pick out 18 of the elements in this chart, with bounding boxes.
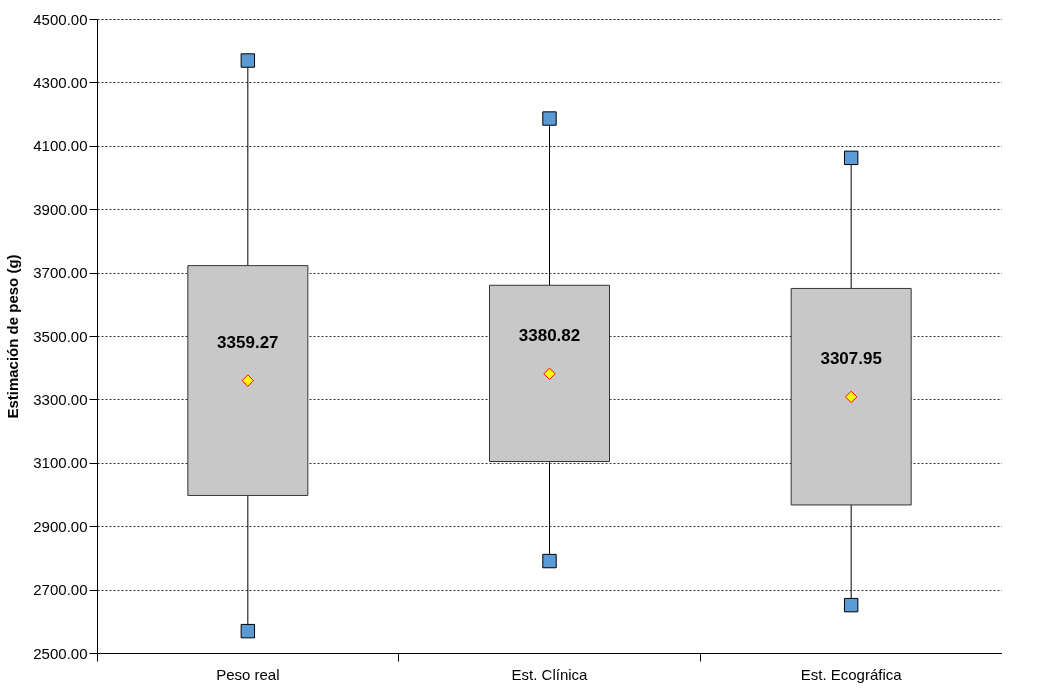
data-label: 3307.95: [820, 348, 882, 368]
y-tick-label: 3300.00: [33, 390, 88, 408]
y-tick-label: 3500.00: [33, 327, 88, 345]
y-tick-label: 3100.00: [33, 454, 88, 472]
x-tick-label: Peso real: [216, 665, 280, 683]
x-tick-label: Est. Clínica: [511, 665, 589, 683]
x-tick-label: Est. Ecográfica: [800, 665, 903, 683]
y-tick-label: 4300.00: [33, 73, 88, 91]
y-tick-label: 2900.00: [33, 517, 88, 535]
y-axis-title: Estimación de peso (g): [4, 254, 22, 419]
y-tick-label: 3700.00: [33, 264, 88, 282]
y-tick-label: 2500.00: [33, 644, 88, 662]
y-tick-label: 2700.00: [33, 581, 88, 599]
y-tick-label: 3900.00: [33, 200, 88, 218]
data-label: 3380.82: [518, 325, 581, 345]
y-tick-label: 4500.00: [33, 10, 88, 28]
y-tick-label: 4100.00: [33, 137, 88, 155]
data-label: 3359.27: [217, 332, 279, 352]
